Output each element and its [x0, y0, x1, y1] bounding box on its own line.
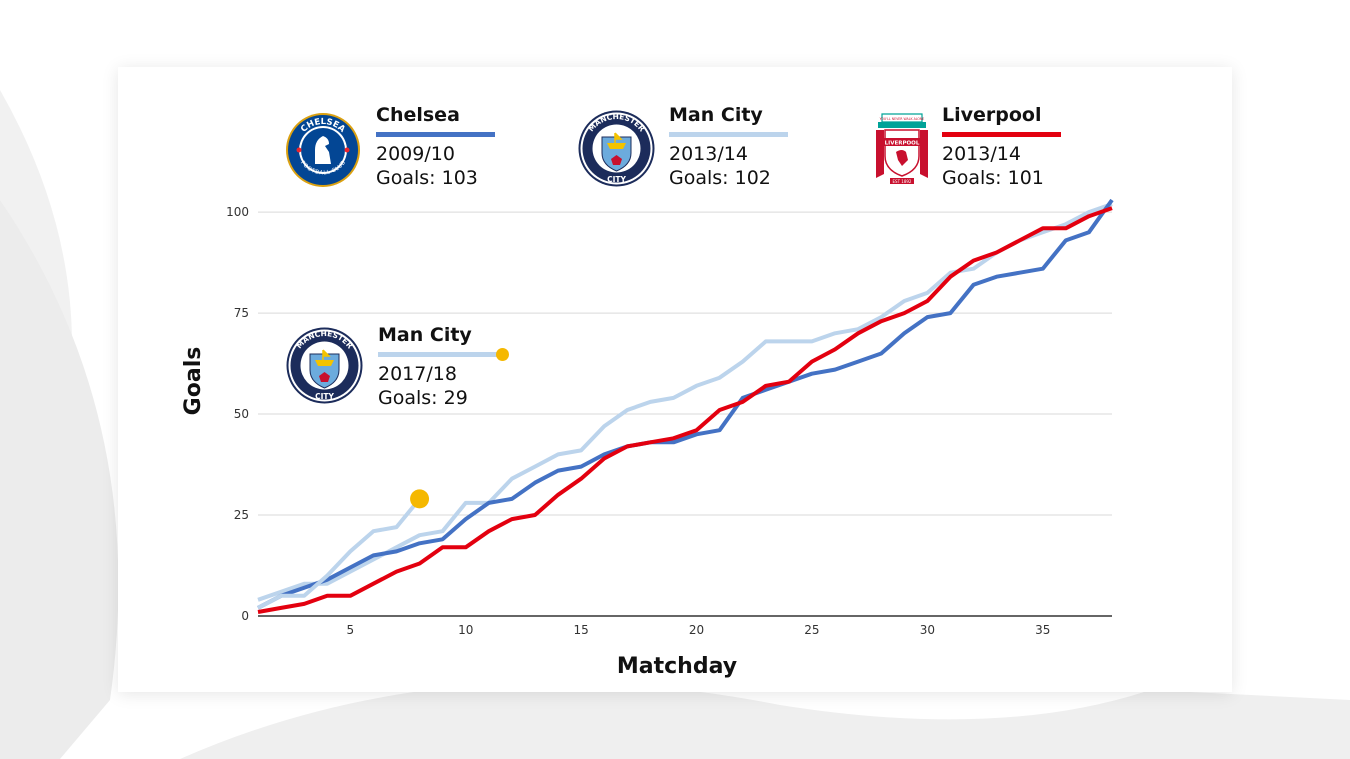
legend-liverpool-name: Liverpool: [942, 104, 1042, 126]
legend-mancity-2013-goals: Goals: 102: [669, 167, 771, 189]
x-tick-label: 30: [920, 623, 935, 637]
legend-mancity-2017-season: 2017/18: [378, 363, 457, 385]
series-line-liverpool-2013-14: [257, 206, 1113, 614]
svg-text:YOU'LL NEVER WALK ALONE: YOU'LL NEVER WALK ALONE: [880, 117, 925, 121]
x-tick-label: 20: [689, 623, 704, 637]
x-tick-label: 35: [1035, 623, 1050, 637]
legend-liverpool-goals: Goals: 101: [942, 167, 1044, 189]
legend-chelsea-name: Chelsea: [376, 104, 460, 126]
legend-mancity-2017-marker: [496, 348, 509, 361]
legend-chelsea-swatch: [376, 132, 495, 137]
y-tick-label: 0: [241, 609, 249, 623]
y-tick-label: 50: [234, 407, 249, 421]
svg-text:LIVERPOOL: LIVERPOOL: [885, 141, 920, 147]
mancity-crest-icon: MANCHESTER CITY: [286, 327, 363, 404]
x-tick-label: 15: [573, 623, 588, 637]
series-line-chelsea-2009-10: [257, 198, 1114, 610]
x-tick-label: 10: [458, 623, 473, 637]
legend-mancity-2013-name: Man City: [669, 104, 763, 126]
legend-liverpool-swatch: [942, 132, 1061, 137]
legend-mancity-2013-swatch: [669, 132, 788, 137]
svg-text:CITY: CITY: [607, 175, 626, 184]
mancity-crest-icon: MANCHESTER CITY: [578, 110, 655, 187]
svg-text:CITY: CITY: [315, 392, 334, 401]
series-line-man-city-2013-14: [257, 202, 1113, 602]
chelsea-crest-icon: CHELSEA FOOTBALL CLUB: [286, 113, 360, 187]
y-tick-label: 100: [226, 205, 249, 219]
legend-chelsea-goals: Goals: 103: [376, 167, 478, 189]
y-axis-title: Goals: [181, 347, 206, 416]
y-tick-label: 75: [234, 306, 249, 320]
y-tick-label: 25: [234, 508, 249, 522]
x-tick-label: 25: [804, 623, 819, 637]
x-tick-label: 5: [347, 623, 355, 637]
legend-liverpool-season: 2013/14: [942, 143, 1021, 165]
liverpool-crest-icon: YOU'LL NEVER WALK ALONE LIVERPOOL EST 18…: [876, 113, 928, 184]
legend-mancity-2017-name: Man City: [378, 324, 472, 346]
x-axis-title: Matchday: [617, 654, 737, 679]
legend-mancity-2013-season: 2013/14: [669, 143, 748, 165]
legend-mancity-2017-goals: Goals: 29: [378, 387, 468, 409]
current-point-marker: [410, 489, 430, 509]
series-line-man-city-2017-18: [257, 497, 422, 610]
svg-text:EST 1892: EST 1892: [893, 179, 912, 184]
legend-chelsea-season: 2009/10: [376, 143, 455, 165]
legend-mancity-2017-swatch: [378, 352, 500, 357]
